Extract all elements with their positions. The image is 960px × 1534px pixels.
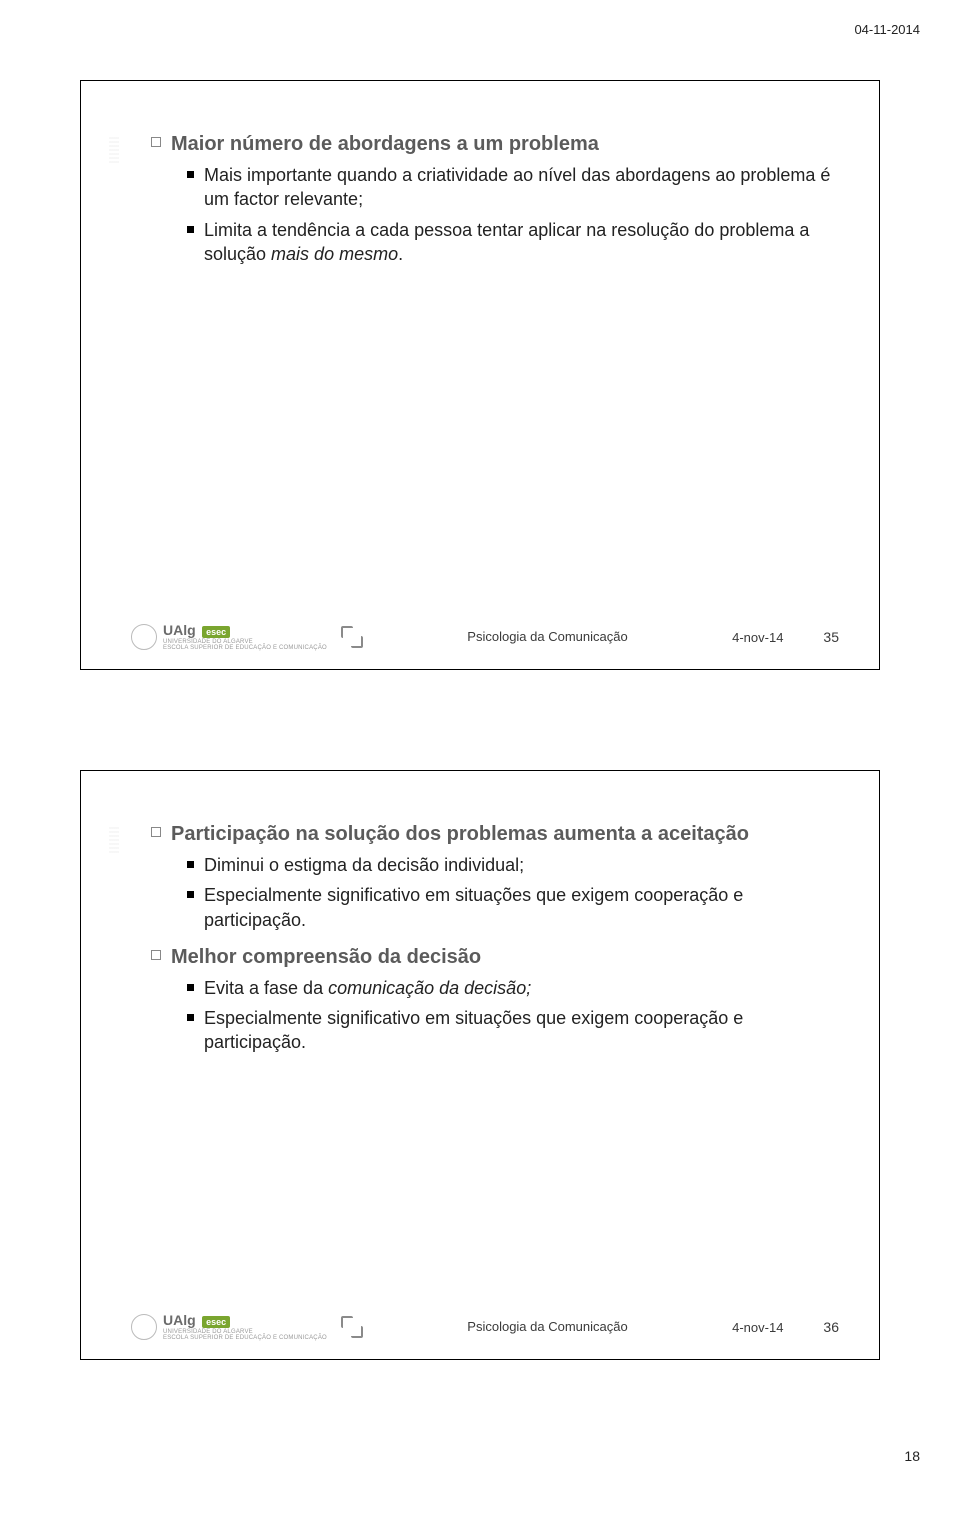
sub-item: Mais importante quando a criatividade ao… xyxy=(187,163,839,212)
sub-item-text: Diminui o estigma da decisão individual; xyxy=(204,853,524,877)
slide-number: 35 xyxy=(823,629,839,645)
course-label: Psicologia da Comunicação xyxy=(467,1319,627,1334)
brand-stack: UAlg esec UNIVERSIDADE DO ALGARVE ESCOLA… xyxy=(163,623,327,651)
dot-bullet-icon xyxy=(187,171,194,178)
footer-right: 4-nov-14 35 xyxy=(732,629,839,645)
dot-bullet-icon xyxy=(187,984,194,991)
top-item: Melhor compreensão da decisão Evita a fa… xyxy=(151,944,839,1055)
brand-main: UAlg xyxy=(163,622,196,638)
brand-stack: UAlg esec UNIVERSIDADE DO ALGARVE ESCOLA… xyxy=(163,1313,327,1341)
sub-item-text: Mais importante quando a criatividade ao… xyxy=(204,163,839,212)
university-seal-icon xyxy=(131,624,157,650)
sub-item-text: Limita a tendência a cada pessoa tentar … xyxy=(204,218,839,267)
slide-footer: UAlg esec UNIVERSIDADE DO ALGARVE ESCOLA… xyxy=(81,623,879,651)
top-item-title: Participação na solução dos problemas au… xyxy=(171,821,749,847)
slide-number: 36 xyxy=(823,1319,839,1335)
footer-date: 4-nov-14 xyxy=(732,1320,783,1335)
decorative-stripe xyxy=(109,137,119,163)
arrows-icon xyxy=(341,1316,363,1338)
sub-list: Mais importante quando a criatividade ao… xyxy=(187,163,839,266)
top-item-line: Melhor compreensão da decisão xyxy=(151,944,839,970)
page-number: 18 xyxy=(904,1448,920,1464)
dot-bullet-icon xyxy=(187,891,194,898)
arrows-icon xyxy=(341,626,363,648)
dot-bullet-icon xyxy=(187,226,194,233)
logo-block: UAlg esec UNIVERSIDADE DO ALGARVE ESCOLA… xyxy=(131,623,363,651)
sub-item-text: Evita a fase da comunicação da decisão; xyxy=(204,976,531,1000)
logo-block: UAlg esec UNIVERSIDADE DO ALGARVE ESCOLA… xyxy=(131,1313,363,1341)
top-item-line: Participação na solução dos problemas au… xyxy=(151,821,839,847)
slide-footer: UAlg esec UNIVERSIDADE DO ALGARVE ESCOLA… xyxy=(81,1313,879,1341)
sub-item: Evita a fase da comunicação da decisão; xyxy=(187,976,839,1000)
footer-right: 4-nov-14 36 xyxy=(732,1319,839,1335)
slide-body: Participação na solução dos problemas au… xyxy=(81,771,879,1087)
sub-item: Especialmente significativo em situações… xyxy=(187,883,839,932)
decorative-stripe xyxy=(109,827,119,853)
top-list: Participação na solução dos problemas au… xyxy=(151,821,839,1055)
slide-36: Participação na solução dos problemas au… xyxy=(80,770,880,1360)
dot-bullet-icon xyxy=(187,861,194,868)
footer-date: 4-nov-14 xyxy=(732,630,783,645)
square-bullet-icon xyxy=(151,950,161,960)
sub-item-text: Especialmente significativo em situações… xyxy=(204,1006,839,1055)
university-seal-icon xyxy=(131,1314,157,1340)
sub-list: Diminui o estigma da decisão individual;… xyxy=(187,853,839,932)
top-item: Participação na solução dos problemas au… xyxy=(151,821,839,932)
sub-item-text: Especialmente significativo em situações… xyxy=(204,883,839,932)
footer-center: Psicologia da Comunicação xyxy=(363,1318,732,1336)
top-item-title: Maior número de abordagens a um problema xyxy=(171,131,599,157)
sub-item: Especialmente significativo em situações… xyxy=(187,1006,839,1055)
slide-body: Maior número de abordagens a um problema… xyxy=(81,81,879,298)
top-item: Maior número de abordagens a um problema… xyxy=(151,131,839,266)
square-bullet-icon xyxy=(151,137,161,147)
top-item-line: Maior número de abordagens a um problema xyxy=(151,131,839,157)
sub-item: Limita a tendência a cada pessoa tentar … xyxy=(187,218,839,267)
course-label: Psicologia da Comunicação xyxy=(467,629,627,644)
footer-center: Psicologia da Comunicação xyxy=(363,628,732,646)
brand-tag: esec xyxy=(202,1316,230,1328)
brand-tag: esec xyxy=(202,626,230,638)
page-header-date: 04-11-2014 xyxy=(854,22,920,37)
brand-main: UAlg xyxy=(163,1312,196,1328)
slide-35: Maior número de abordagens a um problema… xyxy=(80,80,880,670)
brand-sub: ESCOLA SUPERIOR DE EDUCAÇÃO E COMUNICAÇÃ… xyxy=(163,645,327,651)
brand-sub: ESCOLA SUPERIOR DE EDUCAÇÃO E COMUNICAÇÃ… xyxy=(163,1335,327,1341)
sub-list: Evita a fase da comunicação da decisão; … xyxy=(187,976,839,1055)
top-list: Maior número de abordagens a um problema… xyxy=(151,131,839,266)
square-bullet-icon xyxy=(151,827,161,837)
top-item-title: Melhor compreensão da decisão xyxy=(171,944,481,970)
sub-item: Diminui o estigma da decisão individual; xyxy=(187,853,839,877)
dot-bullet-icon xyxy=(187,1014,194,1021)
